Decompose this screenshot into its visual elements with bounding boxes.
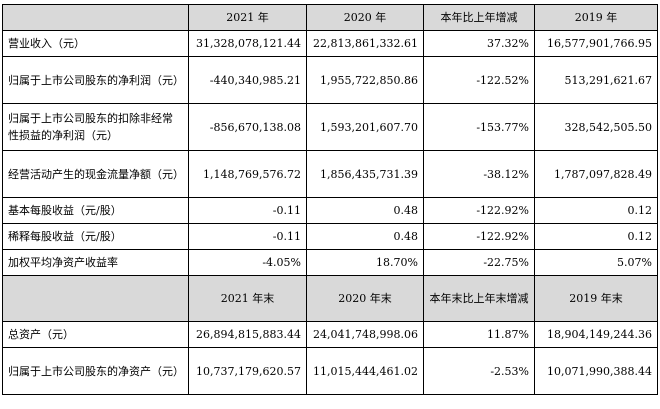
header-cell-2019-end: 2019 年末 (534, 275, 658, 322)
row-label: 归属于上市公司股东的扣除非经常性损益的净利润（元） (2, 103, 189, 151)
header-cell-2021: 2021 年 (188, 4, 307, 31)
value-2019: 0.12 (534, 223, 658, 250)
header-cell-2020: 2020 年 (306, 4, 424, 31)
header-cell-change: 本年比上年增减 (423, 4, 535, 31)
value-2020: 0.48 (306, 223, 424, 250)
value-2021: -4.05% (188, 249, 307, 276)
value-2020: 1,955,722,850.86 (306, 56, 424, 104)
header-cell-2020-end: 2020 年末 (306, 275, 424, 322)
value-2021: -856,670,138.08 (188, 103, 307, 151)
value-2021: 31,328,078,121.44 (188, 30, 307, 57)
value-change: 11.87% (423, 321, 535, 348)
table-row-diluted-eps: 稀释每股收益（元/股） -0.11 0.48 -122.92% 0.12 (2, 223, 658, 250)
row-label: 加权平均净资产收益率 (2, 249, 189, 276)
value-change: -153.77% (423, 103, 535, 151)
value-2020: 1,856,435,731.39 (306, 150, 424, 198)
value-2019: 16,577,901,766.95 (534, 30, 658, 57)
row-label: 总资产（元） (2, 321, 189, 348)
row-label: 稀释每股收益（元/股） (2, 223, 189, 250)
table-row-basic-eps: 基本每股收益（元/股） -0.11 0.48 -122.92% 0.12 (2, 197, 658, 224)
value-2019: 1,787,097,828.49 (534, 150, 658, 198)
value-2020: 18.70% (306, 249, 424, 276)
value-change: 37.32% (423, 30, 535, 57)
value-2019: 0.12 (534, 197, 658, 224)
header-cell-blank (2, 4, 189, 31)
value-2021: 10,737,179,620.57 (188, 347, 307, 395)
value-2019: 513,291,621.67 (534, 56, 658, 104)
table-row-weighted-roe: 加权平均净资产收益率 -4.05% 18.70% -22.75% 5.07% (2, 249, 658, 276)
value-2021: -440,340,985.21 (188, 56, 307, 104)
value-change: -122.92% (423, 223, 535, 250)
value-2021: 26,894,815,883.44 (188, 321, 307, 348)
value-2020: 0.48 (306, 197, 424, 224)
row-label: 营业收入（元） (2, 30, 189, 57)
header-cell-2021-end: 2021 年末 (188, 275, 307, 322)
table-row-net-profit: 归属于上市公司股东的净利润（元） -440,340,985.21 1,955,7… (2, 56, 658, 104)
value-2020: 22,813,861,332.61 (306, 30, 424, 57)
header-cell-blank (2, 275, 189, 322)
table-row-revenue: 营业收入（元） 31,328,078,121.44 22,813,861,332… (2, 30, 658, 57)
row-label: 归属于上市公司股东的净利润（元） (2, 56, 189, 104)
value-change: -38.12% (423, 150, 535, 198)
value-2020: 11,015,444,461.02 (306, 347, 424, 395)
value-2020: 1,593,201,607.70 (306, 103, 424, 151)
value-2021: 1,148,769,576.72 (188, 150, 307, 198)
value-change: -2.53% (423, 347, 535, 395)
header-row-annual: 2021 年 2020 年 本年比上年增减 2019 年 (2, 4, 658, 31)
header-cell-change-end: 本年末比上年末增减 (423, 275, 535, 322)
header-row-year-end: 2021 年末 2020 年末 本年末比上年末增减 2019 年末 (2, 275, 658, 322)
value-2019: 18,904,149,244.36 (534, 321, 658, 348)
header-cell-2019: 2019 年 (534, 4, 658, 31)
row-label: 基本每股收益（元/股） (2, 197, 189, 224)
value-2019: 5.07% (534, 249, 658, 276)
value-2019: 10,071,990,388.44 (534, 347, 658, 395)
financial-data-table: 2021 年 2020 年 本年比上年增减 2019 年 营业收入（元） 31,… (2, 4, 658, 395)
row-label: 归属于上市公司股东的净资产（元） (2, 347, 189, 395)
table-row-total-assets: 总资产（元） 26,894,815,883.44 24,041,748,998.… (2, 321, 658, 348)
table-row-net-assets: 归属于上市公司股东的净资产（元） 10,737,179,620.57 11,01… (2, 347, 658, 395)
value-2021: -0.11 (188, 197, 307, 224)
table-row-net-profit-deducted: 归属于上市公司股东的扣除非经常性损益的净利润（元） -856,670,138.0… (2, 103, 658, 151)
value-2021: -0.11 (188, 223, 307, 250)
value-2020: 24,041,748,998.06 (306, 321, 424, 348)
table-row-operating-cash-flow: 经营活动产生的现金流量净额（元） 1,148,769,576.72 1,856,… (2, 150, 658, 198)
value-2019: 328,542,505.50 (534, 103, 658, 151)
value-change: -122.92% (423, 197, 535, 224)
value-change: -22.75% (423, 249, 535, 276)
value-change: -122.52% (423, 56, 535, 104)
row-label: 经营活动产生的现金流量净额（元） (2, 150, 189, 198)
